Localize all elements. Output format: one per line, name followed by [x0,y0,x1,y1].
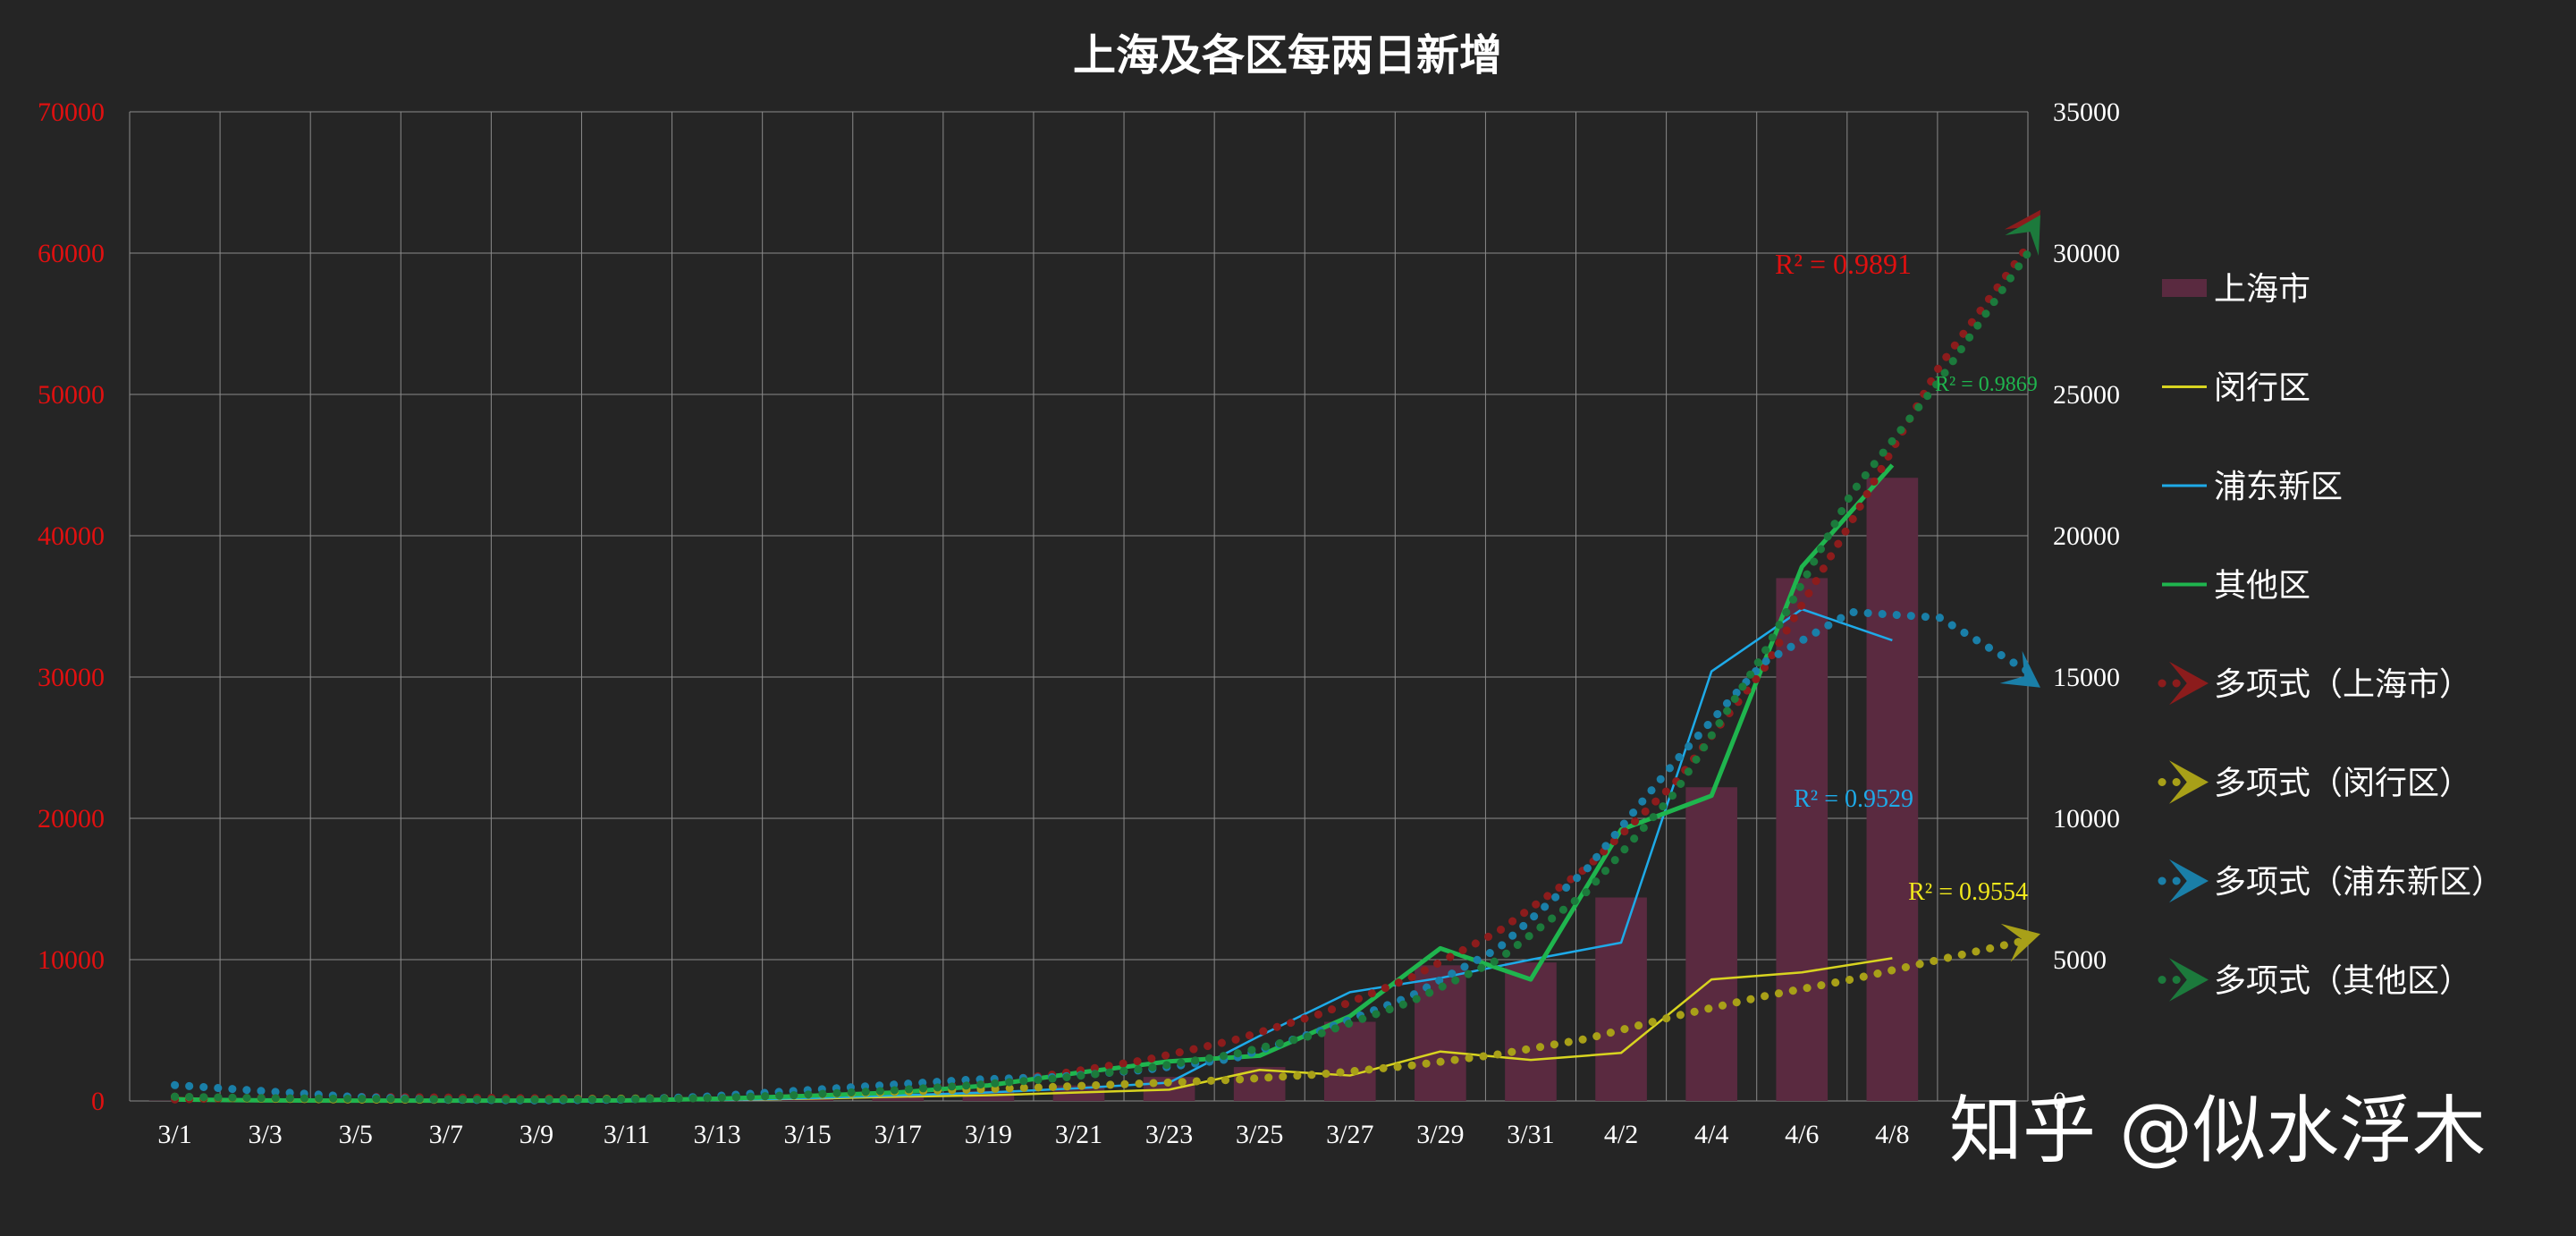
legend-label: 多项式（闵行区） [2214,766,2471,802]
legend-item: 多项式（其他区） [2158,958,2471,1002]
bar-上海市 [1505,962,1557,1101]
legend-swatch-bar [2162,279,2207,297]
x-tick-label: 4/4 [1694,1120,1728,1149]
trendline-arrowhead [1999,650,2040,688]
grid [129,111,2029,1102]
trendline-多项式（闵行区） [171,935,2032,1105]
r-squared-label: R² = 0.9869 [1935,373,2038,396]
x-tick-label: 3/7 [429,1120,463,1149]
y-left-tick-label: 60000 [38,239,105,268]
y-right-tick-label: 5000 [2053,945,2107,975]
legend-label: 闵行区 [2214,370,2310,407]
bar-上海市 [1685,787,1737,1101]
y-left-tick-label: 20000 [38,804,105,834]
y-left-tick-label: 40000 [38,521,105,551]
x-tick-label: 3/19 [965,1120,1012,1149]
y-right-tick-label: 30000 [2053,239,2120,268]
x-tick-label: 3/25 [1236,1120,1283,1149]
chart-title: 上海及各区每两日新增 [1073,30,1502,80]
legend-label: 其他区 [2214,568,2310,605]
x-tick-label: 3/31 [1507,1120,1554,1149]
r-squared-label: R² = 0.9891 [1775,248,1912,280]
legend-label: 多项式（浦东新区） [2214,864,2504,901]
x-tick-label: 3/5 [339,1120,373,1149]
legend-label: 浦东新区 [2214,469,2343,505]
r-squared-label: R² = 0.9554 [1908,878,2028,906]
legend-item: 其他区 [2162,568,2310,605]
trendline-多项式（其他区） [171,249,2032,1104]
x-tick-label: 3/11 [604,1120,650,1149]
x-tick-label: 3/13 [693,1120,740,1149]
bar-上海市 [1233,1067,1286,1101]
legend-swatch-arrowhead [2169,859,2209,903]
y-right-tick-label: 15000 [2053,663,2120,692]
legend-item: 多项式（闵行区） [2158,760,2471,804]
legend-item: 浦东新区 [2162,469,2343,505]
y-left-tick-label: 0 [91,1087,105,1116]
trendlines [171,209,2040,1105]
y-right-tick-label: 10000 [2053,804,2120,834]
legend-item: 多项式（上海市） [2158,661,2471,706]
x-tick-label: 3/1 [157,1120,191,1149]
y-left-tick-label: 50000 [38,380,105,410]
legend-item: 多项式（浦东新区） [2158,859,2504,903]
watermark: 知乎 @似水浮木 [1949,1088,2486,1173]
y-right-tick-label: 35000 [2053,97,2120,127]
legend-label: 上海市 [2214,271,2310,308]
bars [148,478,1919,1101]
y-left-tick-label: 30000 [38,663,105,692]
legend-item: 上海市 [2162,271,2310,308]
trendline-多项式（浦东新区） [171,607,2032,1105]
y-left-tick-label: 10000 [38,945,105,975]
x-tick-label: 3/15 [784,1120,832,1149]
x-tick-label: 4/2 [1604,1120,1638,1149]
bar-上海市 [1776,578,1829,1101]
y-left-tick-label: 70000 [38,97,105,127]
r-squared-labels: R² = 0.9891 R² = 0.9554 R² = 0.9529 R² = 0.… [1775,248,2038,906]
trendline-arrowhead [2005,215,2040,256]
legend-swatch-arrowhead [2169,958,2209,1002]
bar-上海市 [872,1095,925,1101]
x-tick-label: 3/9 [519,1120,553,1149]
trendline-arrowhead [2000,923,2040,962]
legend-label: 多项式（上海市） [2214,666,2471,703]
y-right-tick-label: 20000 [2053,521,2120,551]
axes: 0 0 10000 5000 20000 10000 30000 15000 40000 2000… [38,97,2120,1149]
x-tick-label: 4/6 [1785,1120,1819,1149]
x-tick-label: 3/23 [1145,1120,1193,1149]
x-tick-label: 4/8 [1875,1120,1909,1149]
r-squared-label: R² = 0.9529 [1794,785,1913,813]
legend-swatch-arrowhead [2169,661,2209,706]
x-tick-label: 3/27 [1326,1120,1373,1149]
y-right-tick-label: 0 [2053,1087,2066,1116]
legend-label: 多项式（其他区） [2214,963,2471,1000]
legend-swatch-arrowhead [2169,760,2209,804]
x-tick-label: 3/29 [1416,1120,1464,1149]
x-tick-label: 3/17 [874,1120,922,1149]
legend-item: 闵行区 [2162,370,2310,407]
y-right-tick-label: 25000 [2053,380,2120,410]
x-tick-label: 3/3 [248,1120,282,1149]
x-tick-label: 3/21 [1055,1120,1102,1149]
bar-上海市 [1595,897,1647,1101]
bar-上海市 [1323,1021,1376,1101]
bar-上海市 [1866,478,1919,1101]
